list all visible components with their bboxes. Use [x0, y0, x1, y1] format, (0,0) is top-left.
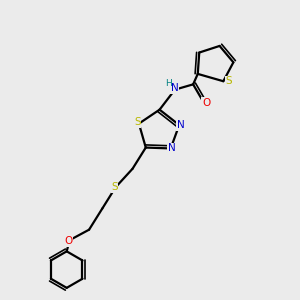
Text: O: O	[64, 236, 73, 246]
Text: O: O	[202, 98, 210, 108]
Text: S: S	[225, 76, 232, 86]
Text: N: N	[171, 83, 179, 94]
Text: N: N	[168, 143, 176, 153]
Text: H: H	[165, 79, 172, 88]
Text: S: S	[134, 117, 141, 128]
Text: N: N	[176, 120, 184, 130]
Text: S: S	[111, 182, 118, 192]
